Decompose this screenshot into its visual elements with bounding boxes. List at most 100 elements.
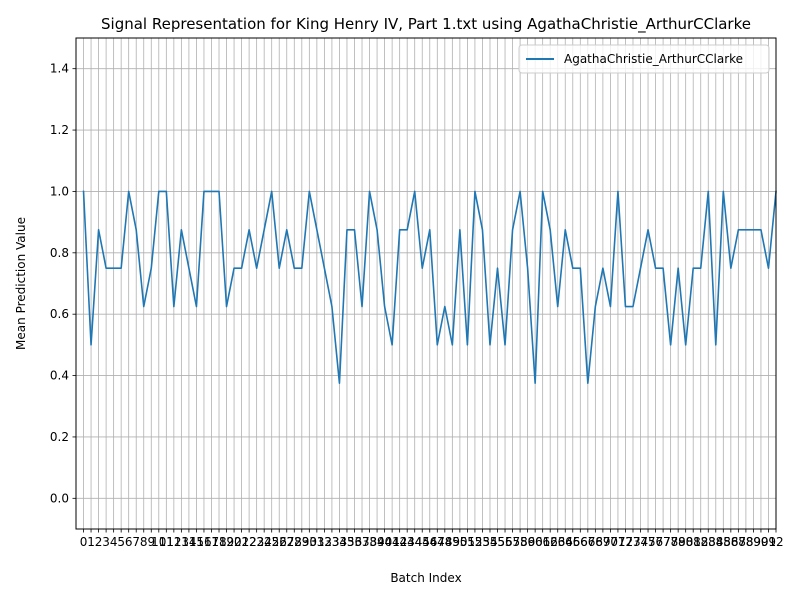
plot-frame: [75, 37, 777, 530]
x-tick-label: 36: [347, 535, 362, 549]
x-tick-label: 60: [527, 535, 542, 549]
x-tick-label: 33: [324, 535, 339, 549]
x-tick-label: 77: [655, 535, 670, 549]
chart-title: Signal Representation for King Henry IV,…: [101, 15, 751, 34]
legend: AgathaChristie_ArthurCClarke: [518, 44, 770, 74]
x-tick-label: 51: [460, 535, 475, 549]
y-tick-label: 0.0: [50, 491, 69, 505]
x-tick-label: 47: [430, 535, 445, 549]
x-axis-label: Batch Index: [390, 571, 461, 585]
x-tick-label: 46: [422, 535, 437, 549]
x-tick-label: 11: [159, 535, 174, 549]
x-tick-label: 40: [377, 535, 392, 549]
x-tick-label: 14: [181, 535, 196, 549]
x-tick-label: 73: [625, 535, 640, 549]
vertical-gridlines: [83, 38, 777, 529]
x-tick-label: 27: [279, 535, 294, 549]
x-tick-label: 55: [490, 535, 505, 549]
x-tick-label: 0: [80, 535, 88, 549]
x-tick-label: 7: [132, 535, 140, 549]
x-tick-label: 2: [95, 535, 103, 549]
x-tick-label: 12: [166, 535, 181, 549]
y-tick-label: 0.6: [50, 307, 69, 321]
x-tick-label: 44: [407, 535, 422, 549]
x-tick-label: 37: [354, 535, 369, 549]
y-tick-label: 0.4: [50, 369, 69, 383]
x-tick-label: 68: [588, 535, 603, 549]
y-axis-ticks: 0.0 0.2 0.4 0.6 0.8 1.0 1.2 1.4: [50, 62, 76, 505]
x-tick-label: 85: [716, 535, 731, 549]
x-tick-label: 32: [317, 535, 332, 549]
legend-box: [518, 44, 770, 74]
y-tick-label: 1.4: [50, 62, 69, 76]
x-tick-label: 82: [693, 535, 708, 549]
x-tick-label: 29: [294, 535, 309, 549]
x-tick-label: 88: [738, 535, 753, 549]
x-tick-label: 4: [110, 535, 118, 549]
y-axis-label: Mean Prediction Value: [14, 217, 28, 350]
x-tick-label: 66: [573, 535, 588, 549]
x-tick-label: 22: [241, 535, 256, 549]
x-tick-label: 42: [392, 535, 407, 549]
x-tick-label: 59: [520, 535, 535, 549]
x-tick-label: 28: [287, 535, 302, 549]
x-tick-label: 76: [648, 535, 663, 549]
x-tick-label: 17: [204, 535, 219, 549]
x-tick-label: 52: [467, 535, 482, 549]
x-tick-label: 83: [701, 535, 716, 549]
x-tick-label: 30: [302, 535, 317, 549]
x-tick-label: 67: [580, 535, 595, 549]
x-tick-label: 79: [671, 535, 686, 549]
x-tick-label: 35: [339, 535, 354, 549]
y-tick-label: 0.2: [50, 430, 69, 444]
x-tick-label: 43: [400, 535, 415, 549]
x-tick-label: 48: [437, 535, 452, 549]
x-tick-label: 91: [761, 535, 776, 549]
x-tick-label: 54: [482, 535, 497, 549]
x-tick-label: 23: [249, 535, 264, 549]
series-layer: [82, 190, 777, 385]
x-tick-label: 81: [686, 535, 701, 549]
y-tick-label: 0.8: [50, 246, 69, 260]
y-tick-label: 1.2: [50, 123, 69, 137]
x-tick-label: 41: [384, 535, 399, 549]
x-tick-label: 45: [415, 535, 430, 549]
x-tick-label: 70: [603, 535, 618, 549]
x-tick-label: 26: [272, 535, 287, 549]
x-tick-label: 90: [753, 535, 768, 549]
x-tick-label: 3: [102, 535, 110, 549]
x-tick-label: 25: [264, 535, 279, 549]
x-tick-label: 80: [678, 535, 693, 549]
x-tick-label: 16: [196, 535, 211, 549]
x-tick-label: 69: [595, 535, 610, 549]
x-tick-label: 62: [543, 535, 558, 549]
x-tick-label: 31: [309, 535, 324, 549]
x-tick-label: 74: [633, 535, 648, 549]
x-tick-label: 34: [332, 535, 347, 549]
x-tick-label: 39: [369, 535, 384, 549]
x-tick-label: 8: [140, 535, 148, 549]
x-tick-label: 13: [174, 535, 189, 549]
x-tick-label: 65: [565, 535, 580, 549]
legend-label: AgathaChristie_ArthurCClarke: [564, 52, 743, 66]
x-tick-label: 61: [535, 535, 550, 549]
x-tick-label: 1: [87, 535, 95, 549]
x-tick-label: 9: [147, 535, 155, 549]
x-tick-label: 18: [211, 535, 226, 549]
x-tick-label: 86: [723, 535, 738, 549]
x-tick-label: 10: [151, 535, 166, 549]
series-line: [82, 190, 777, 385]
x-tick-label: 38: [362, 535, 377, 549]
x-tick-label: 5: [117, 535, 125, 549]
x-tick-label: 24: [257, 535, 272, 549]
x-axis-ticks: 0 1 2 3 4 5 6 7 8 9101112131415161718192021222324…: [80, 529, 784, 549]
x-tick-label: 53: [475, 535, 490, 549]
x-tick-label: 20: [226, 535, 241, 549]
x-tick-label: 15: [189, 535, 204, 549]
x-tick-label: 84: [708, 535, 723, 549]
x-tick-label: 89: [746, 535, 761, 549]
x-tick-label: 58: [512, 535, 527, 549]
x-tick-label: 71: [610, 535, 625, 549]
y-tick-label: 1.0: [50, 184, 69, 198]
